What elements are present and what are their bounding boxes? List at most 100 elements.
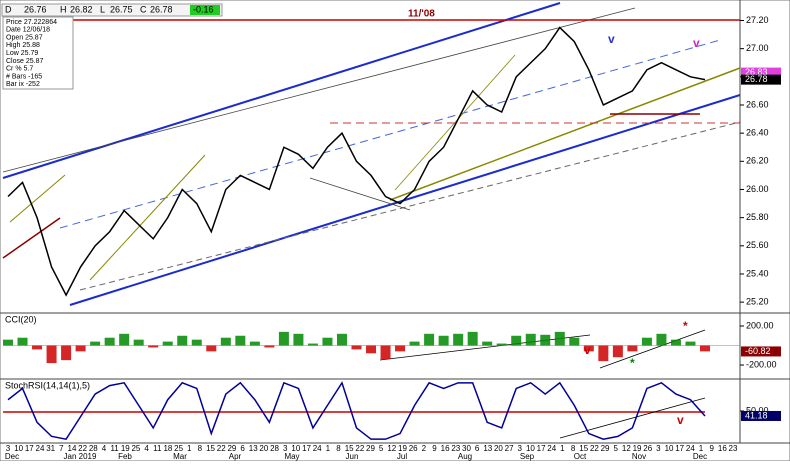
info-line: # Bars -165 [6,73,42,80]
cci-bar [61,345,72,361]
x-day-label: 29 [227,444,236,453]
cci-bar [148,345,159,348]
cci-bar [32,345,43,350]
x-day-label: 7 [59,444,64,453]
annotation: * [683,319,688,333]
x-month-label: Sep [520,452,535,461]
y-tick-label: 27.00 [746,43,769,53]
close-label: C [140,4,147,14]
cci-bar [206,345,217,352]
cci-bar [395,345,406,352]
chart-title: 11/'08 [408,9,435,20]
x-day-label: 23 [729,444,738,453]
x-day-label: 12 [387,444,396,453]
x-day-label: 4 [102,444,107,453]
low-label: L [100,4,105,14]
x-day-label: 15 [579,444,588,453]
cci-bar [612,345,623,358]
x-day-label: 1 [187,444,192,453]
x-day-label: 24 [547,444,556,453]
cci-bar [656,333,667,346]
x-day-label: 2 [422,444,427,453]
info-line: Cr % 5.7 [6,66,33,73]
x-day-label: 10 [665,444,674,453]
x-day-label: 9 [709,444,714,453]
cci-bar [482,341,493,346]
y-tick-label: 26.40 [746,128,769,138]
series-line [7,26,706,297]
x-month-label: Apr [229,452,242,461]
cci-bar [46,345,57,364]
x-day-label: 19 [633,444,642,453]
change: -0.16 [193,4,214,14]
x-month-label: Dec [5,452,19,461]
x-day-label: 15 [345,444,354,453]
x-month-label: Mar [173,452,187,461]
cci-bar [162,341,173,346]
info-line: Close 25.87 [6,58,43,65]
symbol: D [5,4,12,14]
x-day-label: 28 [270,444,279,453]
x-day-label: 6 [240,444,245,453]
x-day-label: 8 [336,444,341,453]
x-day-label: 11 [110,444,119,453]
cci-bar [540,334,551,346]
cci-bar [627,345,638,352]
cci-bar [220,337,231,346]
x-day-label: 31 [46,444,55,453]
cci-bar [366,345,377,354]
x-day-label: 14 [68,444,77,453]
x-day-label: 23 [451,444,460,453]
x-day-label: 1 [326,444,331,453]
cci-bar [293,333,304,346]
cci-bar [685,341,696,346]
info-line: High 25.88 [6,42,40,49]
y-tick-label: 26.00 [746,184,769,194]
x-day-label: 24 [36,444,45,453]
cci-bar [3,339,13,346]
cci-bar [380,345,391,360]
cci-bar [554,331,565,346]
header: D 26.76 H 26.82 L 26.75 C 26.78 -0.16 [1,3,223,17]
y-tick-label: 27.20 [746,15,769,25]
y-tick-label: 26.60 [746,99,769,109]
x-month-label: Aug [458,452,472,461]
x-day-label: 30 [462,444,471,453]
annotation: v [693,36,700,50]
cci-bar [641,337,652,346]
x-day-label: 26 [643,444,652,453]
x-day-label: 17 [25,444,34,453]
x-day-label: 24 [313,444,322,453]
last-value-label: 26.83 [745,67,768,77]
x-day-label: 22 [590,444,599,453]
x-month-label: Jan 2019 [64,452,97,461]
x-day-label: 6 [475,444,480,453]
last-value-box [741,67,781,78]
x-day-label: 15 [206,444,215,453]
x-month-label: Feb [118,452,132,461]
panel-title: StochRSI(14,14(1),5) [5,380,90,390]
info-line: Open 25.87 [6,34,43,41]
x-day-label: 16 [718,444,727,453]
x-day-label: 29 [366,444,375,453]
cci-bar [307,343,318,346]
x-day-label: 1 [699,444,704,453]
x-day-label: 19 [398,444,407,453]
annotation: v [584,343,591,357]
cci-bar [700,345,710,352]
x-day-label: 24 [686,444,695,453]
cci-bar [525,333,536,346]
x-day-label: 27 [505,444,514,453]
x-day-label: 5 [613,444,618,453]
x-day-label: 3 [656,444,661,453]
annotation: v [677,413,684,427]
cci-bar [119,333,130,346]
annotation: v [608,32,615,46]
x-day-label: 22 [217,444,226,453]
high: 26.82 [70,4,93,14]
last-value-label: -60.82 [745,346,771,356]
open: 26.76 [24,4,47,14]
y-tick-label: 50.00 [746,405,769,415]
cci-bar [336,333,347,346]
